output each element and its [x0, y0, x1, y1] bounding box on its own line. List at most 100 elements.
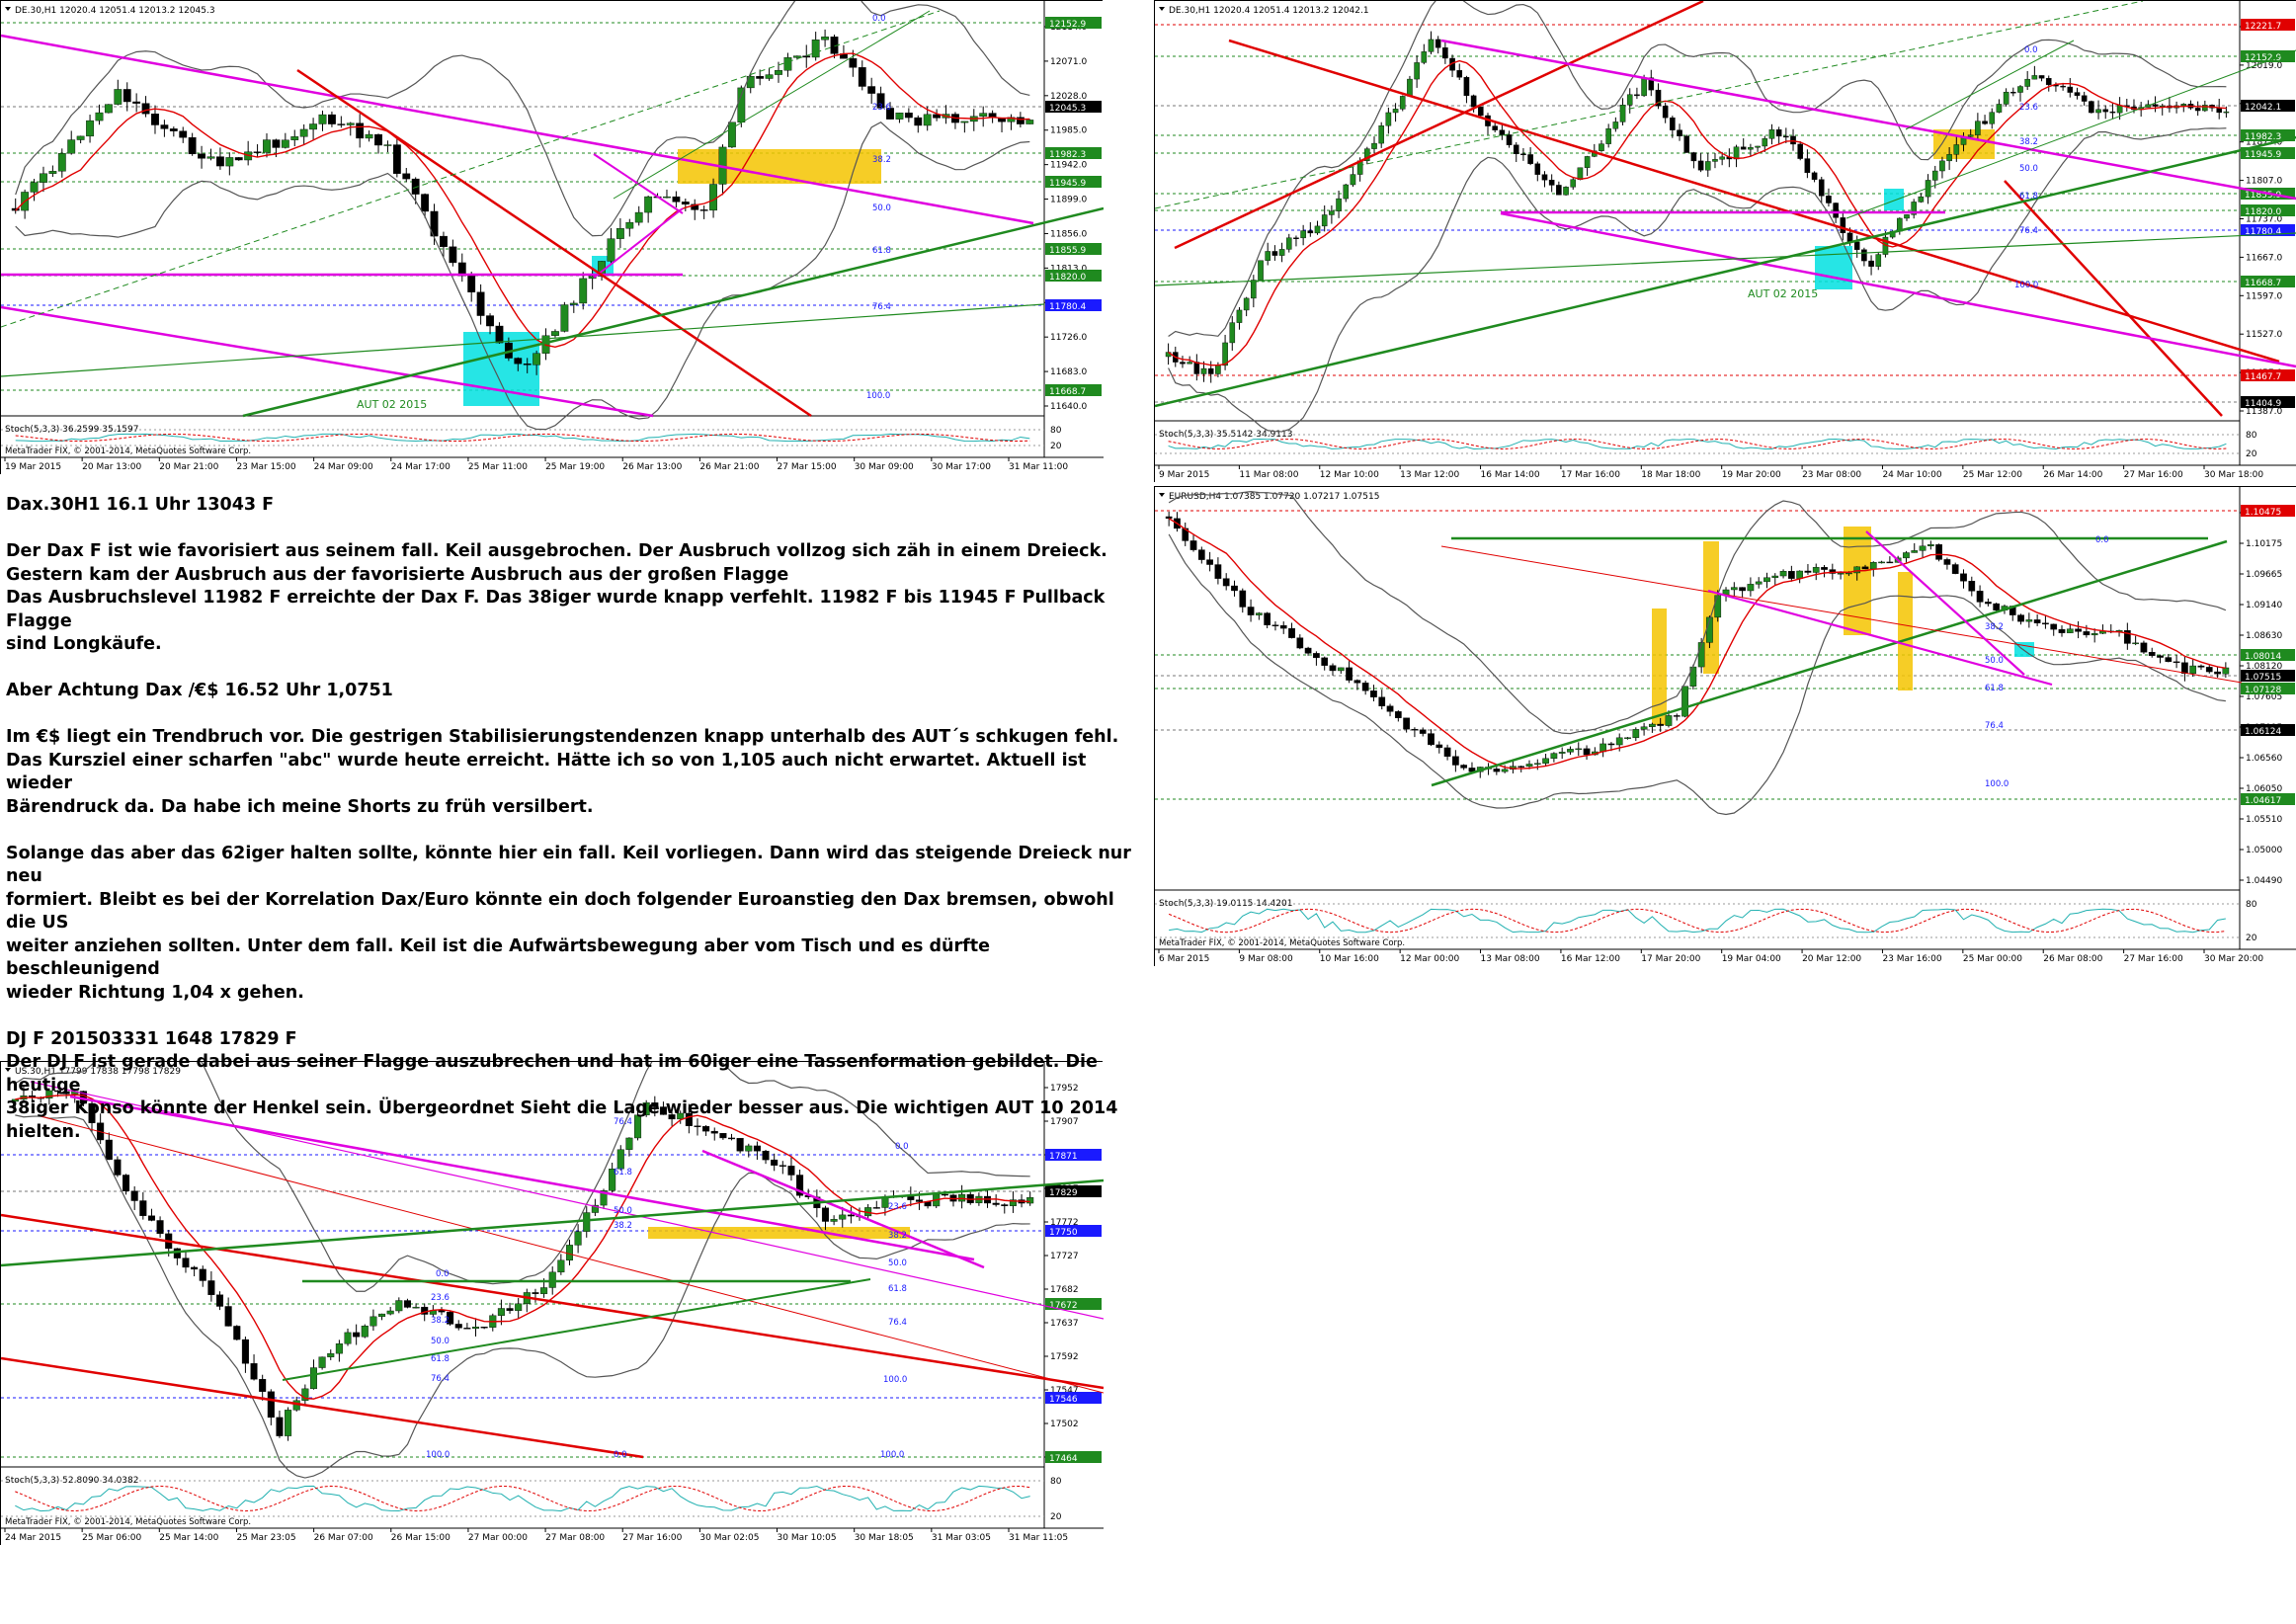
candle-body	[1619, 105, 1626, 122]
candle-body	[634, 211, 643, 223]
candle-body	[141, 103, 150, 115]
fib-label: 0.0	[2095, 535, 2109, 545]
y-tick-label: 17637	[1050, 1319, 1079, 1329]
candle-body	[1463, 77, 1470, 97]
candle-body	[1492, 125, 1498, 130]
candle-body	[48, 171, 57, 174]
price-tag-label: 11780.4	[1049, 302, 1086, 312]
osc-tick-label: 80	[2246, 431, 2257, 441]
chart-header: EURUSD,H4 1.07385 1.07720 1.07217 1.0751…	[1169, 492, 1379, 502]
candle-body	[1533, 763, 1541, 765]
dax-h1-chart-left[interactable]: DE.30,H1 12020.4 12051.4 12013.2 12045.3…	[0, 0, 1104, 475]
candle-body	[53, 1090, 62, 1093]
candle-body	[1570, 179, 1577, 188]
candle-body	[1478, 106, 1484, 117]
candle-body	[1411, 728, 1419, 731]
candle-body	[1946, 154, 1952, 162]
price-tag-label: 17672	[1049, 1301, 1078, 1311]
candle-body	[1343, 184, 1350, 200]
candle-body	[1714, 595, 1722, 618]
candle-body	[756, 75, 765, 79]
y-tick-label: 11667.0	[2246, 253, 2282, 263]
trend-line	[242, 206, 1104, 418]
fib-label: 76.4	[2019, 226, 2038, 236]
candle-body	[1307, 230, 1314, 234]
candle-body	[1329, 210, 1335, 215]
candle-body	[2202, 105, 2208, 112]
candle-body	[2124, 630, 2131, 644]
trend-line	[1707, 589, 2053, 687]
candle-body	[1657, 723, 1665, 726]
x-tick-label: 9 Mar 2015	[1159, 470, 1209, 480]
candle-body	[849, 58, 858, 68]
candle-body	[62, 1091, 70, 1095]
eurusd-h4-chart[interactable]: EURUSD,H4 1.07385 1.07720 1.07217 1.0751…	[1154, 486, 2296, 967]
fib-label: 100.0	[1985, 779, 2009, 789]
x-tick-label: 30 Mar 02:05	[699, 1533, 759, 1543]
price-tag	[2241, 204, 2295, 216]
candle-body	[710, 1130, 718, 1134]
commentary-line: hielten.	[6, 1121, 81, 1142]
y-tick-label: 11856.0	[1050, 229, 1087, 239]
fib-label: 50.0	[1985, 656, 2004, 666]
price-tag	[1045, 299, 1102, 311]
fib-label: 50.0	[888, 1259, 907, 1268]
candle-body	[1739, 587, 1746, 592]
price-tag	[1045, 1225, 1102, 1237]
candle-body	[583, 1212, 591, 1232]
price-tag-label: 17464	[1049, 1454, 1078, 1464]
candle-body	[1165, 516, 1173, 520]
price-tag	[2241, 129, 2295, 141]
candle-body	[651, 1102, 659, 1107]
candle-body	[1662, 106, 1669, 119]
candle-body	[1931, 170, 1938, 181]
dax-h1-chart-right[interactable]: DE.30,H1 12020.4 12051.4 12013.2 12042.1…	[1154, 0, 2296, 483]
candle-body	[557, 1259, 565, 1273]
x-tick-label: 30 Mar 09:00	[855, 462, 914, 472]
y-tick-label: 1.05000	[2246, 846, 2282, 855]
candle-body	[663, 196, 671, 199]
bollinger-upper	[15, 1, 1030, 237]
trend-line	[1, 1356, 644, 1459]
candle-body	[644, 196, 653, 213]
price-tag-label: 1.07128	[2245, 686, 2281, 695]
candle-body	[276, 1417, 284, 1436]
trend-line	[1155, 232, 2296, 286]
trend-line	[1, 303, 1045, 377]
candle-body	[847, 1214, 855, 1217]
x-tick-label: 25 Mar 14:00	[159, 1533, 218, 1543]
candle-body	[779, 1165, 786, 1167]
price-tag	[2241, 649, 2295, 661]
dj-h1-chart[interactable]: US.30,H1 17799 17838 17798 17829 17952 179…	[0, 1061, 1104, 1546]
candle-body	[1943, 559, 1951, 565]
x-tick-label: 27 Mar 15:00	[778, 462, 837, 472]
candle-body	[1846, 232, 1853, 243]
candle-body	[1419, 729, 1427, 734]
candle-body	[88, 1102, 96, 1123]
candle-body	[2116, 105, 2123, 114]
fib-label: 38.2	[2019, 137, 2038, 147]
candle-body	[728, 122, 736, 148]
candle-body	[1414, 62, 1420, 80]
candle-body	[1634, 94, 1640, 97]
commentary-line: Im €$ liegt ein Trendbruch vor. Die gest…	[6, 727, 1119, 747]
candle-body	[1314, 225, 1321, 234]
fib-label: 23.6	[2019, 103, 2038, 113]
candle-body	[1321, 657, 1329, 666]
commentary-gap	[6, 657, 1132, 681]
candle-body	[1189, 540, 1197, 550]
x-tick-label: 23 Mar 16:00	[1882, 954, 1941, 964]
candle-body	[1527, 154, 1533, 164]
candle-body	[2042, 622, 2049, 625]
candle-body	[2081, 95, 2088, 102]
candle-body	[182, 1258, 190, 1268]
candle-body	[263, 139, 271, 153]
candle-body	[765, 74, 774, 79]
candle-body	[1575, 748, 1583, 751]
y-tick-label: 17592	[1050, 1352, 1079, 1362]
y-tick-label: 11527.0	[2246, 330, 2282, 340]
candle-body	[1763, 577, 1770, 583]
candle-body	[1730, 587, 1738, 591]
candle-body	[1886, 561, 1894, 564]
candle-body	[337, 123, 346, 125]
